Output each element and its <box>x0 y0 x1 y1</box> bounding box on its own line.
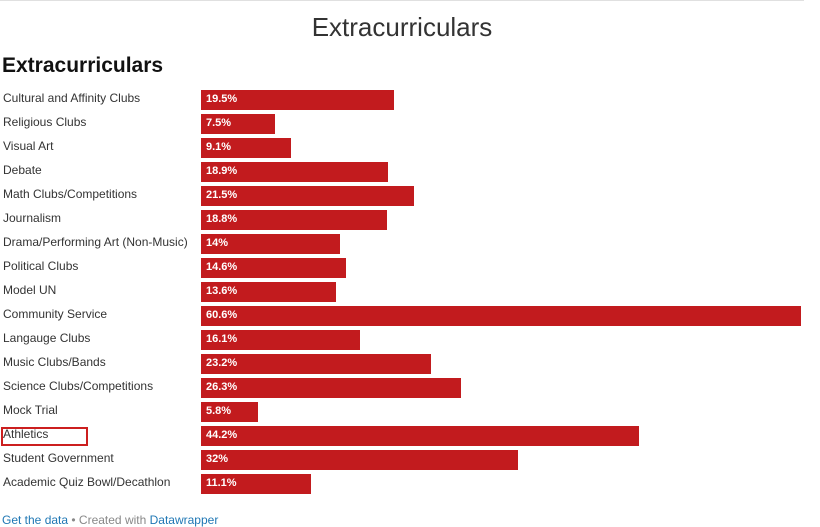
category-label: Model UN <box>3 283 57 297</box>
category-label: Academic Quiz Bowl/Decathlon <box>3 475 171 489</box>
bar <box>201 90 395 110</box>
category-label: Music Clubs/Bands <box>3 355 106 369</box>
bar-value-label: 5.8% <box>206 405 232 417</box>
title-divider <box>0 0 804 1</box>
bar-row: Athletics 44.2% <box>0 424 820 448</box>
bar <box>201 450 518 470</box>
bar-row: Math Clubs/Competitions 21.5% <box>0 184 820 208</box>
bar <box>201 426 639 446</box>
category-label: Religious Clubs <box>3 115 87 129</box>
bar <box>201 330 361 350</box>
category-label: Science Clubs/Competitions <box>3 379 154 393</box>
bar-value-label: 18.9% <box>206 165 238 177</box>
bar <box>201 186 414 206</box>
category-label: Mock Trial <box>3 403 58 417</box>
bar-value-label: 44.2% <box>206 429 238 441</box>
bar-row: Journalism 18.8% <box>0 208 820 232</box>
bar-row: Music Clubs/Bands 23.2% <box>0 352 820 376</box>
bar <box>201 306 801 326</box>
bar <box>201 162 389 182</box>
bar-row: Political Clubs 14.6% <box>0 256 820 280</box>
category-label: Political Clubs <box>3 259 79 273</box>
bar-value-label: 23.2% <box>206 357 238 369</box>
category-label: Debate <box>3 163 42 177</box>
bar-row: Student Government 32% <box>0 448 820 472</box>
bar-row: Community Service 60.6% <box>0 304 820 328</box>
bar-row: Academic Quiz Bowl/Decathlon 11.1% <box>0 472 820 496</box>
bar-row: Model UN 13.6% <box>0 280 820 304</box>
footer-separator-text: • Created with <box>68 513 150 527</box>
category-label: Visual Art <box>3 139 54 153</box>
category-label: Cultural and Affinity Clubs <box>3 91 141 105</box>
bar-row: Religious Clubs 7.5% <box>0 112 820 136</box>
category-label: Community Service <box>3 307 108 321</box>
bar-value-label: 14% <box>206 237 229 249</box>
chart-title: Extracurriculars <box>2 54 164 77</box>
bar <box>201 354 431 374</box>
category-label: Student Government <box>3 451 114 465</box>
bar <box>201 210 388 230</box>
bar-value-label: 11.1% <box>206 477 237 489</box>
bar-value-label: 60.6% <box>206 309 238 321</box>
category-label: Drama/Performing Art (Non-Music) <box>3 235 188 249</box>
bar <box>201 474 311 494</box>
bar <box>201 402 259 422</box>
category-label: Athletics <box>3 427 49 441</box>
get-data-link[interactable]: Get the data <box>2 513 69 527</box>
bar <box>201 234 340 254</box>
bar-row: Drama/Performing Art (Non-Music) 14% <box>0 232 820 256</box>
bar-value-label: 16.1% <box>206 333 238 345</box>
bar-row: Cultural and Affinity Clubs 19.5% <box>0 88 820 112</box>
bar-value-label: 7.5% <box>206 117 232 129</box>
bar-value-label: 14.6% <box>206 261 238 273</box>
category-label: Math Clubs/Competitions <box>3 187 138 201</box>
bar-row: Mock Trial 5.8% <box>0 400 820 424</box>
bar-value-label: 21.5% <box>206 189 238 201</box>
bar-value-label: 26.3% <box>206 381 238 393</box>
bar-row: Science Clubs/Competitions 26.3% <box>0 376 820 400</box>
bar-value-label: 32% <box>206 453 229 465</box>
datawrapper-link[interactable]: Datawrapper <box>149 513 219 527</box>
bar <box>201 138 292 158</box>
bar-value-label: 19.5% <box>206 93 238 105</box>
athletics-highlight-box <box>1 427 88 446</box>
chart-footer: Get the data • Created with Datawrapper <box>2 513 218 527</box>
bar-value-label: 9.1% <box>206 141 232 153</box>
bar-value-label: 18.8% <box>206 213 238 225</box>
bar-row: Debate 18.9% <box>0 160 820 184</box>
bar-row: Visual Art 9.1% <box>0 136 820 160</box>
bar <box>201 378 462 398</box>
category-label: Journalism <box>3 211 62 225</box>
page-title: Extracurriculars <box>311 12 493 42</box>
bar <box>201 282 336 302</box>
bar <box>201 114 276 134</box>
bar-value-label: 13.6% <box>206 285 238 297</box>
category-label: Langauge Clubs <box>3 331 91 345</box>
bar <box>201 258 346 278</box>
bar-row: Langauge Clubs 16.1% <box>0 328 820 352</box>
